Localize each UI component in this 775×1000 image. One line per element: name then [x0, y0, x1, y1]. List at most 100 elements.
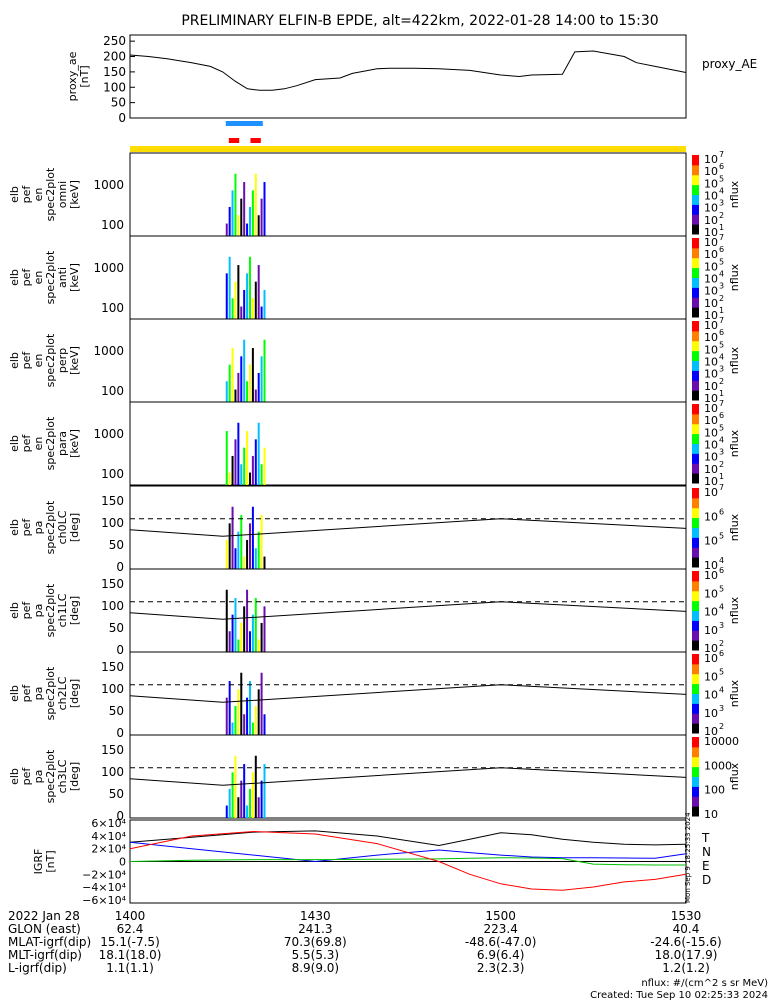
spec-para-colorbar-exp: 4	[719, 436, 724, 445]
spec-para-ylabel: en	[32, 437, 45, 451]
spec-omni-colorbar-band	[692, 164, 699, 176]
pa-ch0LC-ylabel: [deg]	[68, 513, 81, 542]
pa-ch1LC-colorbar-label: 10	[704, 587, 718, 600]
spec-perp-colorbar-label: 10	[704, 392, 718, 405]
footer-value: 8.9(9.0)	[292, 961, 340, 975]
spec-perp-colorbar-label: 10	[704, 319, 718, 332]
spec-omni-burst	[257, 215, 260, 236]
footer-value: 1500	[485, 909, 516, 923]
spec-anti-colorbar-band	[692, 257, 699, 269]
footer-value: 1.2(1.2)	[662, 961, 710, 975]
spec-omni-colorbar-band	[692, 224, 699, 235]
pa-ch1LC-colorbar-band	[692, 620, 699, 631]
spec-anti-colorbar-exp: 5	[719, 257, 724, 266]
pa-ch2LC-colorbar-exp: 6	[719, 649, 724, 658]
spec-para-ylabel: elb	[8, 435, 21, 452]
spec-para-colorbar-band	[692, 463, 699, 474]
pa-ch2LC-burst	[225, 697, 228, 735]
pa-ch1LC-colorbar-band	[692, 610, 699, 621]
spec-para-colorbar-label: 10	[704, 451, 718, 464]
spec-omni-colorbar-band	[692, 184, 699, 195]
pa-ch0LC-zlabel: nflux	[728, 513, 741, 541]
pa-ch1LC-burst	[257, 639, 260, 652]
footer-row-label: L-igrf(dip)	[8, 961, 67, 975]
spec-omni-colorbar-label: 10	[704, 190, 718, 203]
footer-row-label: MLAT-igrf(dip)	[8, 935, 91, 949]
spec-anti-ylabel: en	[32, 271, 45, 285]
pa-ch0LC-burst	[260, 515, 263, 569]
pa-ch1LC-burst	[251, 614, 254, 652]
spec-perp-colorbar-band	[692, 370, 699, 381]
pa-ch0LC-ylabel: ch0LC	[56, 510, 69, 544]
spec-perp-burst	[257, 372, 260, 402]
spec-para-ylabel: para	[56, 431, 69, 456]
igrf-series-T	[129, 830, 687, 847]
blue-status-bar	[225, 121, 263, 126]
spec-perp-colorbar-label: 10	[704, 331, 718, 344]
pa-ch0LC-colorbar-exp: 4	[719, 556, 724, 565]
pa-ch1LC-colorbar-exp: 2	[719, 639, 724, 648]
pa-ch0LC-colorbar-band	[692, 557, 699, 568]
spec-anti-burst	[228, 256, 231, 319]
spec-anti-tick-label: 100	[101, 301, 124, 315]
spec-perp-colorbar-label: 10	[704, 368, 718, 381]
pa-ch0LC-burst	[231, 506, 234, 569]
pa-ch1LC-ylabel: pa	[32, 604, 45, 618]
spec-anti-colorbar-band	[692, 287, 699, 298]
spec-omni-burst	[246, 223, 249, 236]
spec-anti-colorbar-label: 10	[704, 309, 718, 322]
pa-ch1LC-tick-label: 100	[101, 599, 124, 613]
spec-anti-ylabel: anti	[56, 267, 69, 288]
pa-ch0LC-tick-label: 0	[116, 560, 124, 574]
pa-ch1LC-colorbar-label: 10	[704, 569, 718, 582]
pa-ch2LC-colorbar-label: 10	[704, 689, 718, 702]
footer-value: 15.1(-7.5)	[100, 935, 160, 949]
pa-ch0LC-burst	[263, 556, 266, 569]
spec-para-burst	[254, 439, 257, 485]
footer-row-label: MLT-igrf(dip)	[8, 948, 82, 962]
spec-omni-tick-label: 100	[101, 218, 124, 232]
igrf-legend-D: D	[702, 873, 711, 887]
pa-ch3LC-ylabel: elb	[8, 768, 21, 785]
pa-ch1LC-colorbar-band	[692, 640, 699, 651]
spec-perp-colorbar-band	[692, 330, 699, 342]
spec-omni-colorbar-label: 10	[704, 153, 718, 166]
pa-ch0LC-colorbar-band	[692, 537, 699, 548]
footer-value: 18.0(17.9)	[655, 948, 718, 962]
spec-perp-colorbar-label: 10	[704, 343, 718, 356]
spec-anti-ylabel: elb	[8, 269, 21, 286]
igrf-legend-T: T	[701, 831, 710, 845]
pa-ch3LC-colorbar-band	[692, 786, 699, 797]
proxy-ae-tick-label: 100	[103, 80, 126, 94]
pa-ch3LC-burst	[243, 764, 246, 818]
spec-omni-burst	[231, 190, 234, 236]
pa-ch1LC-burst	[263, 606, 266, 652]
pa-ch0LC-colorbar-band	[692, 547, 699, 558]
footer-value: -24.6(-15.6)	[650, 935, 721, 949]
pa-ch0LC-colorbar-label: 10	[704, 559, 718, 572]
pa-ch2LC-tick-label: 100	[101, 682, 124, 696]
igrf-ylabel: [nT]	[44, 850, 57, 872]
igrf-series-E	[129, 857, 686, 866]
nflux-unit-note: nflux: #/(cm^2 s sr MeV)	[641, 978, 768, 989]
spec-anti-colorbar-band	[692, 238, 699, 249]
pa-ch0LC-colorbar-band	[692, 488, 699, 499]
pa-ch0LC-ylabel: spec2plot	[44, 500, 57, 554]
igrf-tick-label: −6×10⁴	[82, 894, 126, 907]
spec-perp-burst	[237, 372, 240, 402]
spec-anti-colorbar-band	[692, 307, 699, 318]
pa-ch0LC-colorbar-band	[692, 527, 699, 538]
footer-row-label: GLON (east)	[8, 922, 81, 936]
pa-ch2LC-colorbar-label: 10	[704, 652, 718, 665]
spec-omni-burst	[240, 198, 243, 236]
pa-ch0LC-ylabel: pef	[20, 518, 33, 537]
pa-ch2LC-colorbar-band	[692, 693, 699, 704]
footer-value: 241.3	[298, 922, 332, 936]
spec-anti-burst	[234, 281, 237, 319]
spec-perp-colorbar-exp: 1	[719, 389, 724, 398]
spec-perp-colorbar-exp: 4	[719, 353, 724, 362]
spec-omni-burst	[228, 206, 231, 236]
spec-anti-colorbar-label: 10	[704, 297, 718, 310]
spec-para-colorbar-label: 10	[704, 426, 718, 439]
spec-para-burst	[225, 431, 228, 485]
